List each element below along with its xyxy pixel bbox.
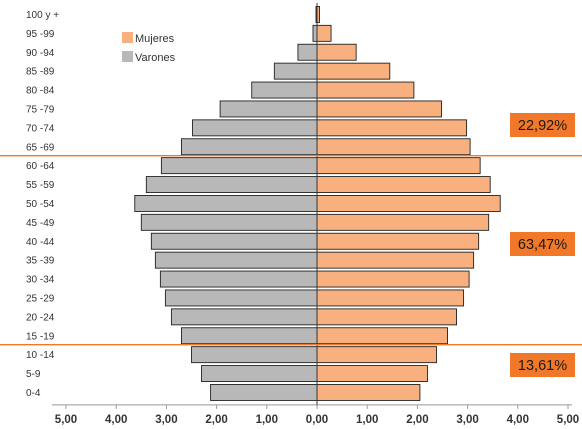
age-label: 70 -74 bbox=[26, 123, 55, 134]
age-label: 30 -34 bbox=[26, 275, 55, 286]
bar-mujeres bbox=[316, 24, 332, 42]
bar-mujeres bbox=[316, 138, 471, 156]
age-label: 100 y + bbox=[26, 10, 59, 21]
percentage-badge-text: 63,47% bbox=[518, 237, 567, 253]
x-tick-label: 4,00 bbox=[105, 414, 127, 426]
age-label: 75 -79 bbox=[26, 104, 55, 115]
bar-mujeres bbox=[316, 176, 491, 194]
bar-mujeres bbox=[316, 270, 470, 288]
age-label: 85 -89 bbox=[26, 67, 55, 78]
bar-varones bbox=[192, 119, 318, 137]
bar-mujeres bbox=[316, 81, 415, 99]
legend-swatch bbox=[122, 51, 133, 62]
bar-varones bbox=[251, 81, 318, 99]
percentage-badge bbox=[510, 353, 575, 377]
bar-varones bbox=[210, 384, 318, 401]
legend-swatch bbox=[122, 32, 133, 43]
bar-varones bbox=[191, 346, 318, 364]
bar-varones bbox=[273, 62, 318, 80]
bar-varones bbox=[201, 365, 318, 382]
bar-mujeres bbox=[316, 194, 501, 212]
age-label: 45 -49 bbox=[26, 218, 55, 229]
bar-varones bbox=[181, 138, 318, 156]
bar-varones bbox=[219, 100, 318, 118]
age-label: 5-9 bbox=[26, 369, 41, 380]
bar-mujeres bbox=[316, 232, 480, 250]
age-label: 0-4 bbox=[26, 388, 41, 399]
age-label: 55 -59 bbox=[26, 180, 55, 191]
bar-mujeres bbox=[316, 365, 428, 382]
age-label: 20 -24 bbox=[26, 312, 55, 323]
age-label: 40 -44 bbox=[26, 237, 55, 248]
legend-label: Mujeres bbox=[135, 33, 175, 45]
age-label: 65 -69 bbox=[26, 142, 55, 153]
bar-mujeres bbox=[316, 100, 442, 118]
age-label: 60 -64 bbox=[26, 161, 55, 172]
x-tick-label: 0,00 bbox=[306, 414, 328, 426]
age-label: 35 -39 bbox=[26, 256, 55, 267]
bar-varones bbox=[181, 327, 318, 345]
bar-mujeres bbox=[316, 62, 391, 80]
bar-varones bbox=[170, 308, 318, 326]
bar-mujeres bbox=[316, 213, 490, 231]
bar-mujeres bbox=[316, 251, 475, 269]
bar-mujeres bbox=[316, 43, 357, 61]
bar-varones bbox=[150, 232, 318, 250]
x-tick-label: 2,00 bbox=[205, 414, 227, 426]
x-tick-label: 2,00 bbox=[406, 414, 428, 426]
percentage-badge-text: 13,61% bbox=[518, 358, 567, 374]
percentage-badge-text: 22,92% bbox=[518, 118, 567, 134]
bar-mujeres bbox=[316, 289, 465, 307]
bar-varones bbox=[154, 251, 318, 269]
bar-varones bbox=[145, 176, 318, 194]
bar-varones bbox=[159, 270, 318, 288]
bar-varones bbox=[140, 213, 318, 231]
bar-mujeres bbox=[316, 157, 481, 175]
x-tick-label: 5,00 bbox=[55, 414, 77, 426]
x-tick-label: 1,00 bbox=[256, 414, 278, 426]
percentage-badge bbox=[510, 232, 575, 256]
bar-varones bbox=[297, 43, 318, 61]
age-label: 95 -99 bbox=[26, 29, 55, 40]
bar-mujeres bbox=[316, 327, 448, 345]
bar-varones bbox=[312, 24, 318, 42]
percentage-badge bbox=[510, 113, 575, 137]
age-label: 50 -54 bbox=[26, 199, 55, 210]
x-tick-label: 5,00 bbox=[557, 414, 579, 426]
x-tick-label: 3,00 bbox=[456, 414, 478, 426]
legend-label: Varones bbox=[135, 52, 176, 64]
age-label: 25 -29 bbox=[26, 293, 55, 304]
bar-varones bbox=[160, 157, 318, 175]
age-label: 90 -94 bbox=[26, 48, 55, 59]
bar-mujeres bbox=[316, 119, 468, 137]
x-tick-label: 4,00 bbox=[507, 414, 529, 426]
x-tick-label: 3,00 bbox=[155, 414, 177, 426]
x-tick-label: 1,00 bbox=[356, 414, 378, 426]
bar-mujeres bbox=[316, 346, 437, 364]
bar-varones bbox=[134, 194, 318, 212]
age-label: 80 -84 bbox=[26, 86, 55, 97]
bar-varones bbox=[164, 289, 318, 307]
bar-mujeres bbox=[316, 384, 421, 401]
age-label: 10 -14 bbox=[26, 350, 55, 361]
age-label: 15 -19 bbox=[26, 331, 55, 342]
bar-mujeres bbox=[316, 308, 458, 326]
